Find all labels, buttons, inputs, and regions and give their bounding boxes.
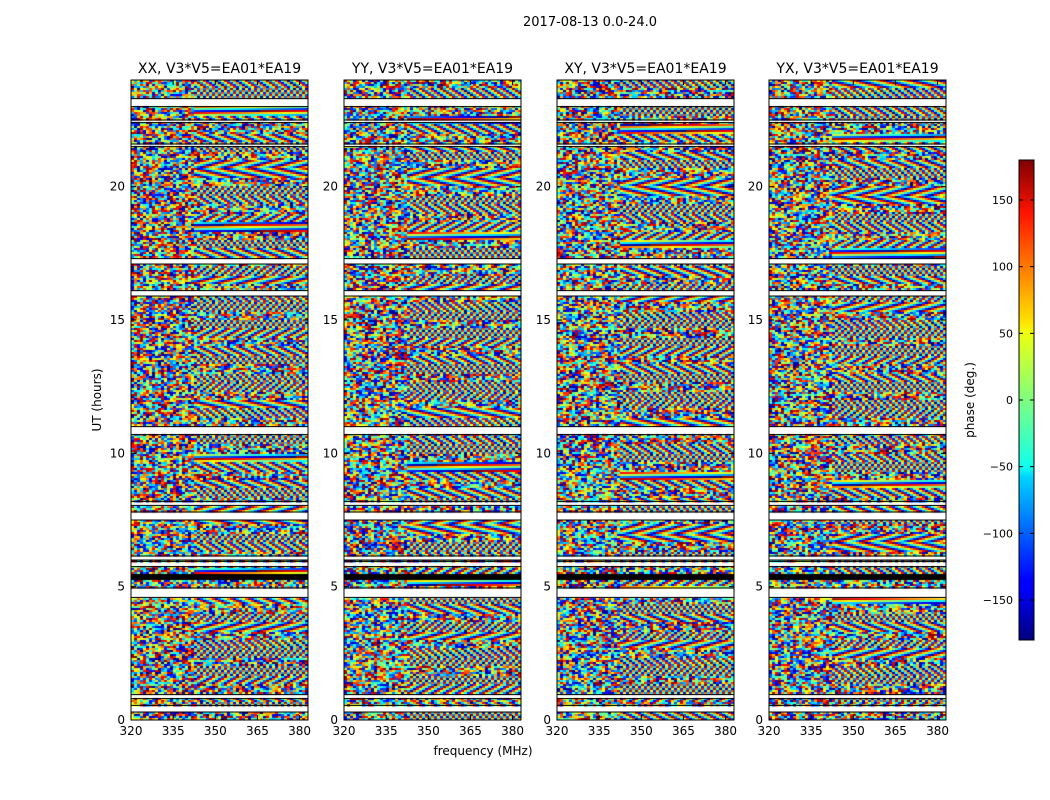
x-tick-label: 320: [546, 724, 569, 738]
panel-frame: [556, 79, 735, 721]
phase-image: [769, 80, 946, 720]
x-tick-label: 365: [884, 724, 907, 738]
panel-4: YX, V3*V5=EA01*EA19 320 335 350 365 380 0 5 10 15…: [748, 61, 949, 738]
y-tick-label: 0: [543, 713, 551, 727]
colorbar-tick-label: 0: [1006, 394, 1013, 407]
y-tick-label: 0: [330, 713, 338, 727]
y-tick-label: 15: [536, 313, 551, 327]
y-axis-label: UT (hours): [90, 368, 104, 431]
x-tick-label: 320: [333, 724, 356, 738]
x-tick-label: 365: [246, 724, 269, 738]
panel-1: XX, V3*V5=EA01*EA19 320 335 350 365 380 0 5 10 15…: [110, 61, 311, 738]
panel-frame: [343, 79, 522, 721]
x-tick-label: 380: [714, 724, 737, 738]
x-tick-label: 350: [417, 724, 440, 738]
y-tick-label: 20: [748, 180, 763, 194]
colorbar-tick-label: 100: [992, 261, 1013, 274]
phase-image-canvas: [131, 80, 308, 720]
y-tick-label: 10: [748, 446, 763, 460]
x-tick-label: 335: [800, 724, 823, 738]
panel-title: XY, V3*V5=EA01*EA19: [564, 61, 726, 77]
phase-image: [344, 80, 521, 720]
panel-2: YY, V3*V5=EA01*EA19 320 335 350 365 380 0 5 10 15…: [323, 61, 524, 738]
panel-frame: [768, 79, 947, 721]
x-tick-label: 335: [162, 724, 185, 738]
x-tick-label: 350: [842, 724, 865, 738]
y-tick-label: 10: [536, 446, 551, 460]
y-tick-label: 15: [748, 313, 763, 327]
phase-image: [131, 80, 308, 720]
phase-image: [557, 80, 734, 720]
x-tick-label: 320: [758, 724, 781, 738]
y-tick-label: 5: [543, 580, 551, 594]
phase-image-canvas: [557, 80, 734, 720]
y-tick-label: 5: [117, 580, 125, 594]
x-tick-label: 380: [926, 724, 949, 738]
panel-title: XX, V3*V5=EA01*EA19: [138, 61, 301, 77]
x-tick-label: 350: [204, 724, 227, 738]
colorbar: −150 −100 −50 0 50 100 150 phase (deg.): [963, 159, 1035, 641]
y-tick-label: 5: [330, 580, 338, 594]
x-tick-label: 365: [672, 724, 695, 738]
x-tick-label: 380: [501, 724, 524, 738]
colorbar-tick-label: 50: [999, 327, 1013, 340]
y-tick-label: 15: [110, 313, 125, 327]
y-tick-label: 20: [323, 180, 338, 194]
x-tick-label: 335: [588, 724, 611, 738]
colorbar-tick-label: 150: [992, 194, 1013, 207]
x-axis-label: frequency (MHz): [433, 744, 532, 758]
y-tick-label: 10: [323, 446, 338, 460]
colorbar-tick-label: −50: [990, 461, 1013, 474]
x-tick-label: 335: [375, 724, 398, 738]
panel-title: YY, V3*V5=EA01*EA19: [351, 61, 513, 77]
panels: XX, V3*V5=EA01*EA19 320 335 350 365 380 0 5 10 15…: [110, 61, 949, 738]
x-tick-label: 380: [288, 724, 311, 738]
x-tick-label: 320: [120, 724, 143, 738]
panel-title: YX, V3*V5=EA01*EA19: [775, 61, 938, 77]
figure-title: 2017-08-13 0.0-24.0: [523, 15, 657, 30]
x-tick-label: 350: [630, 724, 653, 738]
colorbar-label: phase (deg.): [963, 362, 977, 438]
panel-frame: [130, 79, 309, 721]
x-tick-label: 365: [459, 724, 482, 738]
y-tick-label: 5: [755, 580, 763, 594]
y-tick-label: 15: [323, 313, 338, 327]
panel-3: XY, V3*V5=EA01*EA19 320 335 350 365 380 0 5 10 15…: [536, 61, 737, 738]
y-tick-label: 10: [110, 446, 125, 460]
colorbar-tick-label: −150: [983, 594, 1013, 607]
y-tick-label: 0: [117, 713, 125, 727]
colorbar-tick-label: −100: [983, 527, 1013, 540]
colorbar-ticks: −150 −100 −50 0 50 100 150: [983, 194, 1034, 607]
y-tick-label: 0: [755, 713, 763, 727]
phase-image-canvas: [344, 80, 521, 720]
phase-image-canvas: [769, 80, 946, 720]
y-tick-label: 20: [110, 180, 125, 194]
y-tick-label: 20: [536, 180, 551, 194]
